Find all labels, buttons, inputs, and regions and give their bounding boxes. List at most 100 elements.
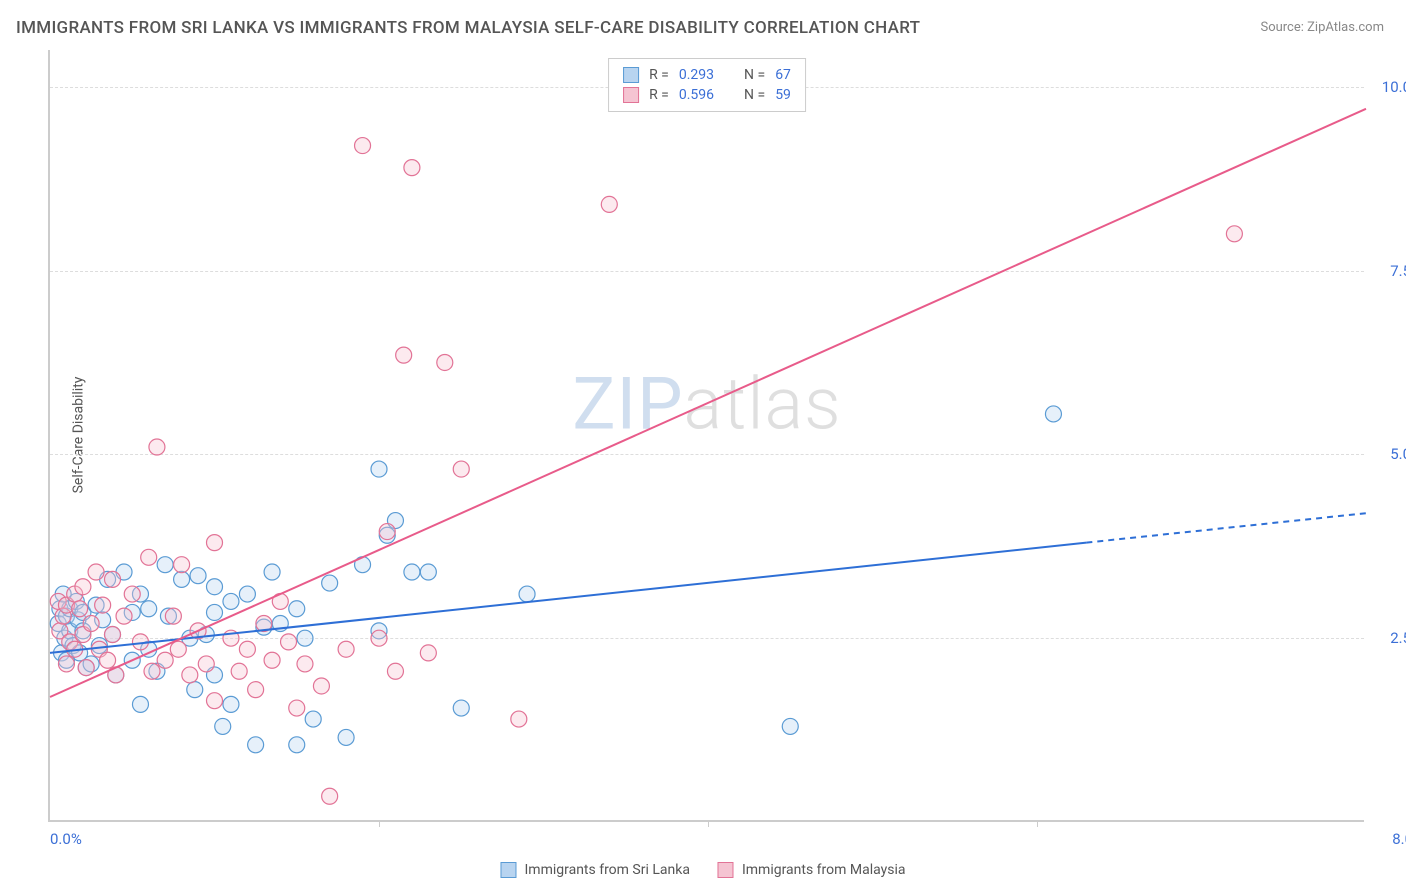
swatch-icon: [623, 67, 639, 83]
scatter-point: [223, 696, 239, 712]
scatter-point: [420, 564, 436, 580]
scatter-point: [78, 660, 94, 676]
scatter-point: [83, 615, 99, 631]
scatter-point: [322, 575, 338, 591]
scatter-point: [174, 571, 190, 587]
legend-label: Immigrants from Malaysia: [742, 862, 906, 878]
scatter-point: [289, 601, 305, 617]
r-label: R =: [649, 67, 669, 83]
r-value: 0.293: [679, 67, 714, 83]
scatter-point: [396, 347, 412, 363]
scatter-point: [437, 354, 453, 370]
scatter-point: [207, 535, 223, 551]
scatter-point: [239, 641, 255, 657]
scatter-point: [453, 461, 469, 477]
scatter-point: [190, 568, 206, 584]
scatter-point: [141, 601, 157, 617]
scatter-point: [371, 461, 387, 477]
scatter-point: [170, 641, 186, 657]
scatter-point: [72, 601, 88, 617]
scatter-point: [100, 652, 116, 668]
n-value: 67: [775, 67, 791, 83]
r-label: R =: [649, 87, 669, 103]
chart-container: IMMIGRANTS FROM SRI LANKA VS IMMIGRANTS …: [0, 0, 1406, 892]
scatter-point: [322, 788, 338, 804]
scatter-point: [157, 652, 173, 668]
scatter-point: [75, 579, 91, 595]
scatter-svg: [50, 50, 1364, 820]
scatter-point: [187, 682, 203, 698]
scatter-point: [223, 593, 239, 609]
scatter-point: [387, 663, 403, 679]
y-axis-tick: 2.5%: [1390, 629, 1406, 647]
scatter-point: [379, 524, 395, 540]
bottom-legend: Immigrants from Sri Lanka Immigrants fro…: [500, 862, 905, 878]
scatter-point: [215, 718, 231, 734]
scatter-point: [264, 564, 280, 580]
scatter-point: [124, 586, 140, 602]
scatter-point: [404, 564, 420, 580]
scatter-point: [141, 549, 157, 565]
swatch-icon: [623, 87, 639, 103]
scatter-point: [297, 656, 313, 672]
scatter-point: [289, 737, 305, 753]
scatter-point: [231, 663, 247, 679]
scatter-point: [313, 678, 329, 694]
scatter-point: [601, 196, 617, 212]
trend-line-dashed: [1086, 513, 1366, 542]
scatter-point: [264, 652, 280, 668]
scatter-point: [105, 627, 121, 643]
trend-line: [50, 543, 1086, 653]
scatter-point: [105, 571, 121, 587]
n-label: N =: [744, 67, 765, 83]
scatter-point: [338, 641, 354, 657]
scatter-point: [149, 439, 165, 455]
scatter-point: [58, 656, 74, 672]
scatter-point: [207, 579, 223, 595]
scatter-point: [198, 656, 214, 672]
y-axis-tick: 5.0%: [1390, 445, 1406, 463]
stats-row: R = 0.596 N = 59: [623, 85, 791, 105]
scatter-point: [207, 604, 223, 620]
scatter-point: [95, 597, 111, 613]
y-axis-tick: 10.0%: [1382, 78, 1406, 96]
scatter-point: [453, 700, 469, 716]
scatter-point: [1045, 406, 1061, 422]
scatter-point: [281, 634, 297, 650]
scatter-point: [88, 564, 104, 580]
scatter-point: [182, 667, 198, 683]
scatter-point: [248, 737, 264, 753]
y-axis-tick: 7.5%: [1390, 262, 1406, 280]
swatch-icon: [718, 862, 734, 878]
scatter-point: [297, 630, 313, 646]
scatter-point: [157, 557, 173, 573]
scatter-point: [239, 586, 255, 602]
x-tick-mark: [1037, 820, 1038, 827]
r-value: 0.596: [679, 87, 714, 103]
swatch-icon: [500, 862, 516, 878]
n-value: 59: [775, 87, 791, 103]
source-attribution: Source: ZipAtlas.com: [1260, 20, 1384, 35]
x-axis-tick-right: 8.0%: [1392, 830, 1406, 848]
stats-legend-box: R = 0.293 N = 67 R = 0.596 N = 59: [608, 58, 806, 112]
plot-area: Self-Care Disability 2.5%5.0%7.5%10.0% Z…: [48, 50, 1364, 822]
scatter-point: [165, 608, 181, 624]
scatter-point: [289, 700, 305, 716]
scatter-point: [371, 630, 387, 646]
scatter-point: [519, 586, 535, 602]
scatter-point: [338, 729, 354, 745]
scatter-point: [782, 718, 798, 734]
x-axis-tick-left: 0.0%: [50, 830, 82, 848]
scatter-point: [248, 682, 264, 698]
chart-title: IMMIGRANTS FROM SRI LANKA VS IMMIGRANTS …: [16, 18, 920, 38]
scatter-point: [511, 711, 527, 727]
x-tick-mark: [708, 820, 709, 827]
scatter-point: [132, 696, 148, 712]
scatter-point: [305, 711, 321, 727]
scatter-point: [207, 693, 223, 709]
n-label: N =: [744, 87, 765, 103]
stats-row: R = 0.293 N = 67: [623, 65, 791, 85]
trend-line: [50, 109, 1366, 697]
scatter-point: [355, 138, 371, 154]
scatter-point: [420, 645, 436, 661]
